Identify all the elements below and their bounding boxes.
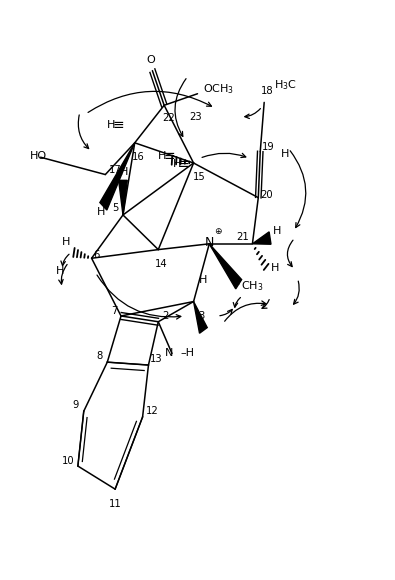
- Text: N: N: [165, 349, 173, 358]
- Text: ≡: ≡: [178, 157, 190, 171]
- Text: 21: 21: [236, 232, 249, 242]
- Text: H: H: [271, 263, 279, 273]
- Text: ≡: ≡: [163, 149, 175, 163]
- Text: 7: 7: [111, 306, 117, 316]
- Text: 12: 12: [146, 406, 159, 416]
- Text: CH$_3$: CH$_3$: [241, 279, 263, 293]
- Text: H: H: [56, 266, 64, 276]
- Text: 16: 16: [132, 152, 144, 162]
- Text: H: H: [120, 166, 128, 177]
- Text: O: O: [146, 55, 155, 66]
- Text: H: H: [173, 159, 181, 169]
- Text: HO: HO: [30, 150, 47, 161]
- Text: 20: 20: [260, 190, 273, 200]
- Text: OCH$_3$: OCH$_3$: [203, 82, 235, 96]
- Text: 13: 13: [150, 354, 163, 364]
- Text: 19: 19: [262, 142, 275, 152]
- Text: H$_3$C: H$_3$C: [274, 78, 297, 92]
- Polygon shape: [118, 180, 127, 215]
- Text: 2: 2: [162, 311, 169, 321]
- Text: 5: 5: [112, 203, 118, 213]
- Text: 3: 3: [198, 311, 205, 321]
- Text: H: H: [107, 121, 115, 130]
- Text: H: H: [158, 151, 166, 161]
- Text: ≡: ≡: [112, 118, 124, 132]
- Polygon shape: [209, 244, 242, 289]
- Text: –H: –H: [181, 348, 195, 358]
- Text: 10: 10: [62, 456, 74, 466]
- Text: H: H: [273, 226, 281, 236]
- Text: 14: 14: [155, 259, 168, 269]
- Text: 18: 18: [261, 86, 274, 96]
- Text: H: H: [280, 150, 289, 160]
- Text: 9: 9: [73, 400, 79, 411]
- Text: ⊕: ⊕: [214, 227, 222, 235]
- Text: 22: 22: [162, 113, 175, 123]
- Text: H: H: [97, 207, 105, 217]
- Polygon shape: [252, 232, 271, 244]
- Text: H: H: [62, 237, 70, 247]
- Text: 6: 6: [93, 251, 100, 260]
- Text: 15: 15: [193, 172, 206, 183]
- Text: H: H: [199, 274, 207, 285]
- Text: 23: 23: [189, 112, 202, 122]
- Text: 17: 17: [109, 165, 122, 175]
- Text: N: N: [205, 235, 214, 249]
- Polygon shape: [100, 143, 135, 210]
- Text: 8: 8: [96, 351, 103, 361]
- Polygon shape: [194, 302, 207, 334]
- Text: 11: 11: [109, 499, 122, 509]
